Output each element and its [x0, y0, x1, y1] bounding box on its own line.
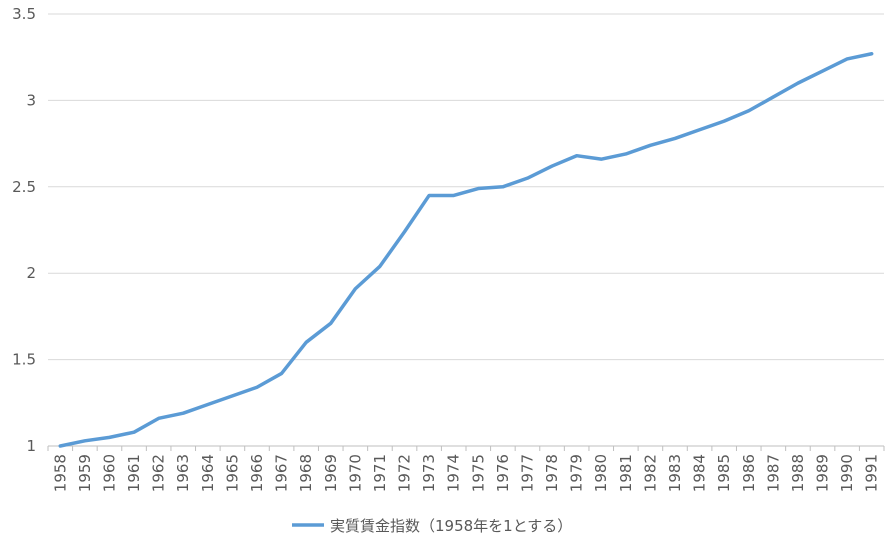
x-tick-label: 1958 — [51, 454, 69, 492]
y-tick-label: 1 — [26, 437, 36, 455]
x-tick-label: 1981 — [617, 454, 635, 492]
y-tick-label: 2 — [26, 264, 36, 282]
x-tick-label: 1991 — [863, 454, 881, 492]
x-tick-label: 1984 — [691, 454, 709, 492]
x-tick-label: 1983 — [666, 454, 684, 492]
x-tick-label: 1978 — [543, 454, 561, 492]
x-tick-label: 1973 — [420, 454, 438, 492]
x-tick-label: 1968 — [297, 454, 315, 492]
series-line — [58, 51, 874, 448]
x-tick-label: 1971 — [371, 454, 389, 492]
x-tick-label: 1988 — [789, 454, 807, 492]
legend-label: 実質賃金指数（1958年を1とする） — [330, 517, 572, 535]
x-tick-label: 1979 — [568, 454, 586, 492]
y-tick-label: 3.5 — [12, 5, 36, 23]
legend: 実質賃金指数（1958年を1とする） — [292, 517, 572, 535]
y-tick-label: 1.5 — [12, 351, 36, 369]
x-tick-label: 1982 — [641, 454, 659, 492]
y-tick-label: 3 — [26, 91, 36, 109]
x-tick-label: 1966 — [248, 454, 266, 492]
y-axis-ticks: 1 1.5 2 2.5 3 3.5 — [12, 5, 36, 455]
x-tick-label: 1967 — [273, 454, 291, 492]
y-tick-label: 2.5 — [12, 178, 36, 196]
x-tick-label: 1961 — [125, 454, 143, 492]
x-tick-label: 1972 — [396, 454, 414, 492]
x-tick-label: 1960 — [100, 454, 118, 492]
series-layer — [58, 51, 874, 448]
x-tick-label: 1970 — [346, 454, 364, 492]
x-tick-label: 1963 — [174, 454, 192, 492]
x-tick-label: 1977 — [518, 454, 536, 492]
x-axis-ticks: 1958 1959 1960 1961 1962 1963 1964 1965 1966 1967… — [47, 446, 885, 492]
x-tick-label: 1974 — [445, 454, 463, 492]
x-tick-label: 1986 — [740, 454, 758, 492]
x-tick-label: 1985 — [715, 454, 733, 492]
x-tick-label: 1959 — [76, 454, 94, 492]
x-tick-label: 1965 — [223, 454, 241, 492]
x-tick-label: 1976 — [494, 454, 512, 492]
x-tick-label: 1962 — [150, 454, 168, 492]
gridlines — [48, 13, 884, 447]
x-tick-label: 1987 — [764, 454, 782, 492]
x-tick-label: 1969 — [322, 454, 340, 492]
x-tick-label: 1989 — [814, 454, 832, 492]
x-tick-label: 1975 — [469, 454, 487, 492]
x-tick-label: 1964 — [199, 454, 217, 492]
x-tick-label: 1990 — [838, 454, 856, 492]
x-tick-label: 1980 — [592, 454, 610, 492]
